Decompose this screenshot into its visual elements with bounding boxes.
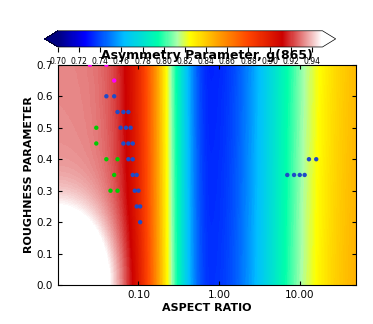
Point xyxy=(93,141,99,146)
Point xyxy=(87,62,93,67)
Point xyxy=(137,204,143,209)
Point xyxy=(125,156,131,162)
Point xyxy=(313,156,319,162)
PathPatch shape xyxy=(323,31,336,47)
Point xyxy=(130,141,136,146)
Point xyxy=(128,125,134,130)
Point xyxy=(107,188,113,193)
Point xyxy=(103,94,109,99)
Point xyxy=(137,220,143,225)
Point xyxy=(115,156,120,162)
Point xyxy=(132,188,138,193)
Point xyxy=(120,141,126,146)
Point xyxy=(123,125,129,130)
Point xyxy=(103,156,109,162)
Point xyxy=(115,110,120,115)
Point xyxy=(130,172,136,178)
Point xyxy=(111,94,117,99)
PathPatch shape xyxy=(45,31,58,47)
Point xyxy=(130,156,136,162)
Y-axis label: ROUGHNESS PARAMETER: ROUGHNESS PARAMETER xyxy=(23,97,34,253)
Point xyxy=(135,188,141,193)
Point xyxy=(134,204,140,209)
Point xyxy=(125,110,131,115)
Point xyxy=(103,62,109,67)
Point xyxy=(302,172,308,178)
Point xyxy=(120,110,126,115)
Point xyxy=(297,172,303,178)
X-axis label: ASPECT RATIO: ASPECT RATIO xyxy=(162,303,252,313)
Title: Asymmetry Parameter, g(865): Asymmetry Parameter, g(865) xyxy=(101,49,313,62)
Point xyxy=(291,172,297,178)
Point xyxy=(93,125,99,130)
Point xyxy=(306,156,312,162)
Point xyxy=(117,125,123,130)
Point xyxy=(111,78,117,83)
Point xyxy=(115,188,120,193)
Point xyxy=(284,172,290,178)
Point xyxy=(111,172,117,178)
Point xyxy=(134,172,140,178)
Point xyxy=(125,141,131,146)
